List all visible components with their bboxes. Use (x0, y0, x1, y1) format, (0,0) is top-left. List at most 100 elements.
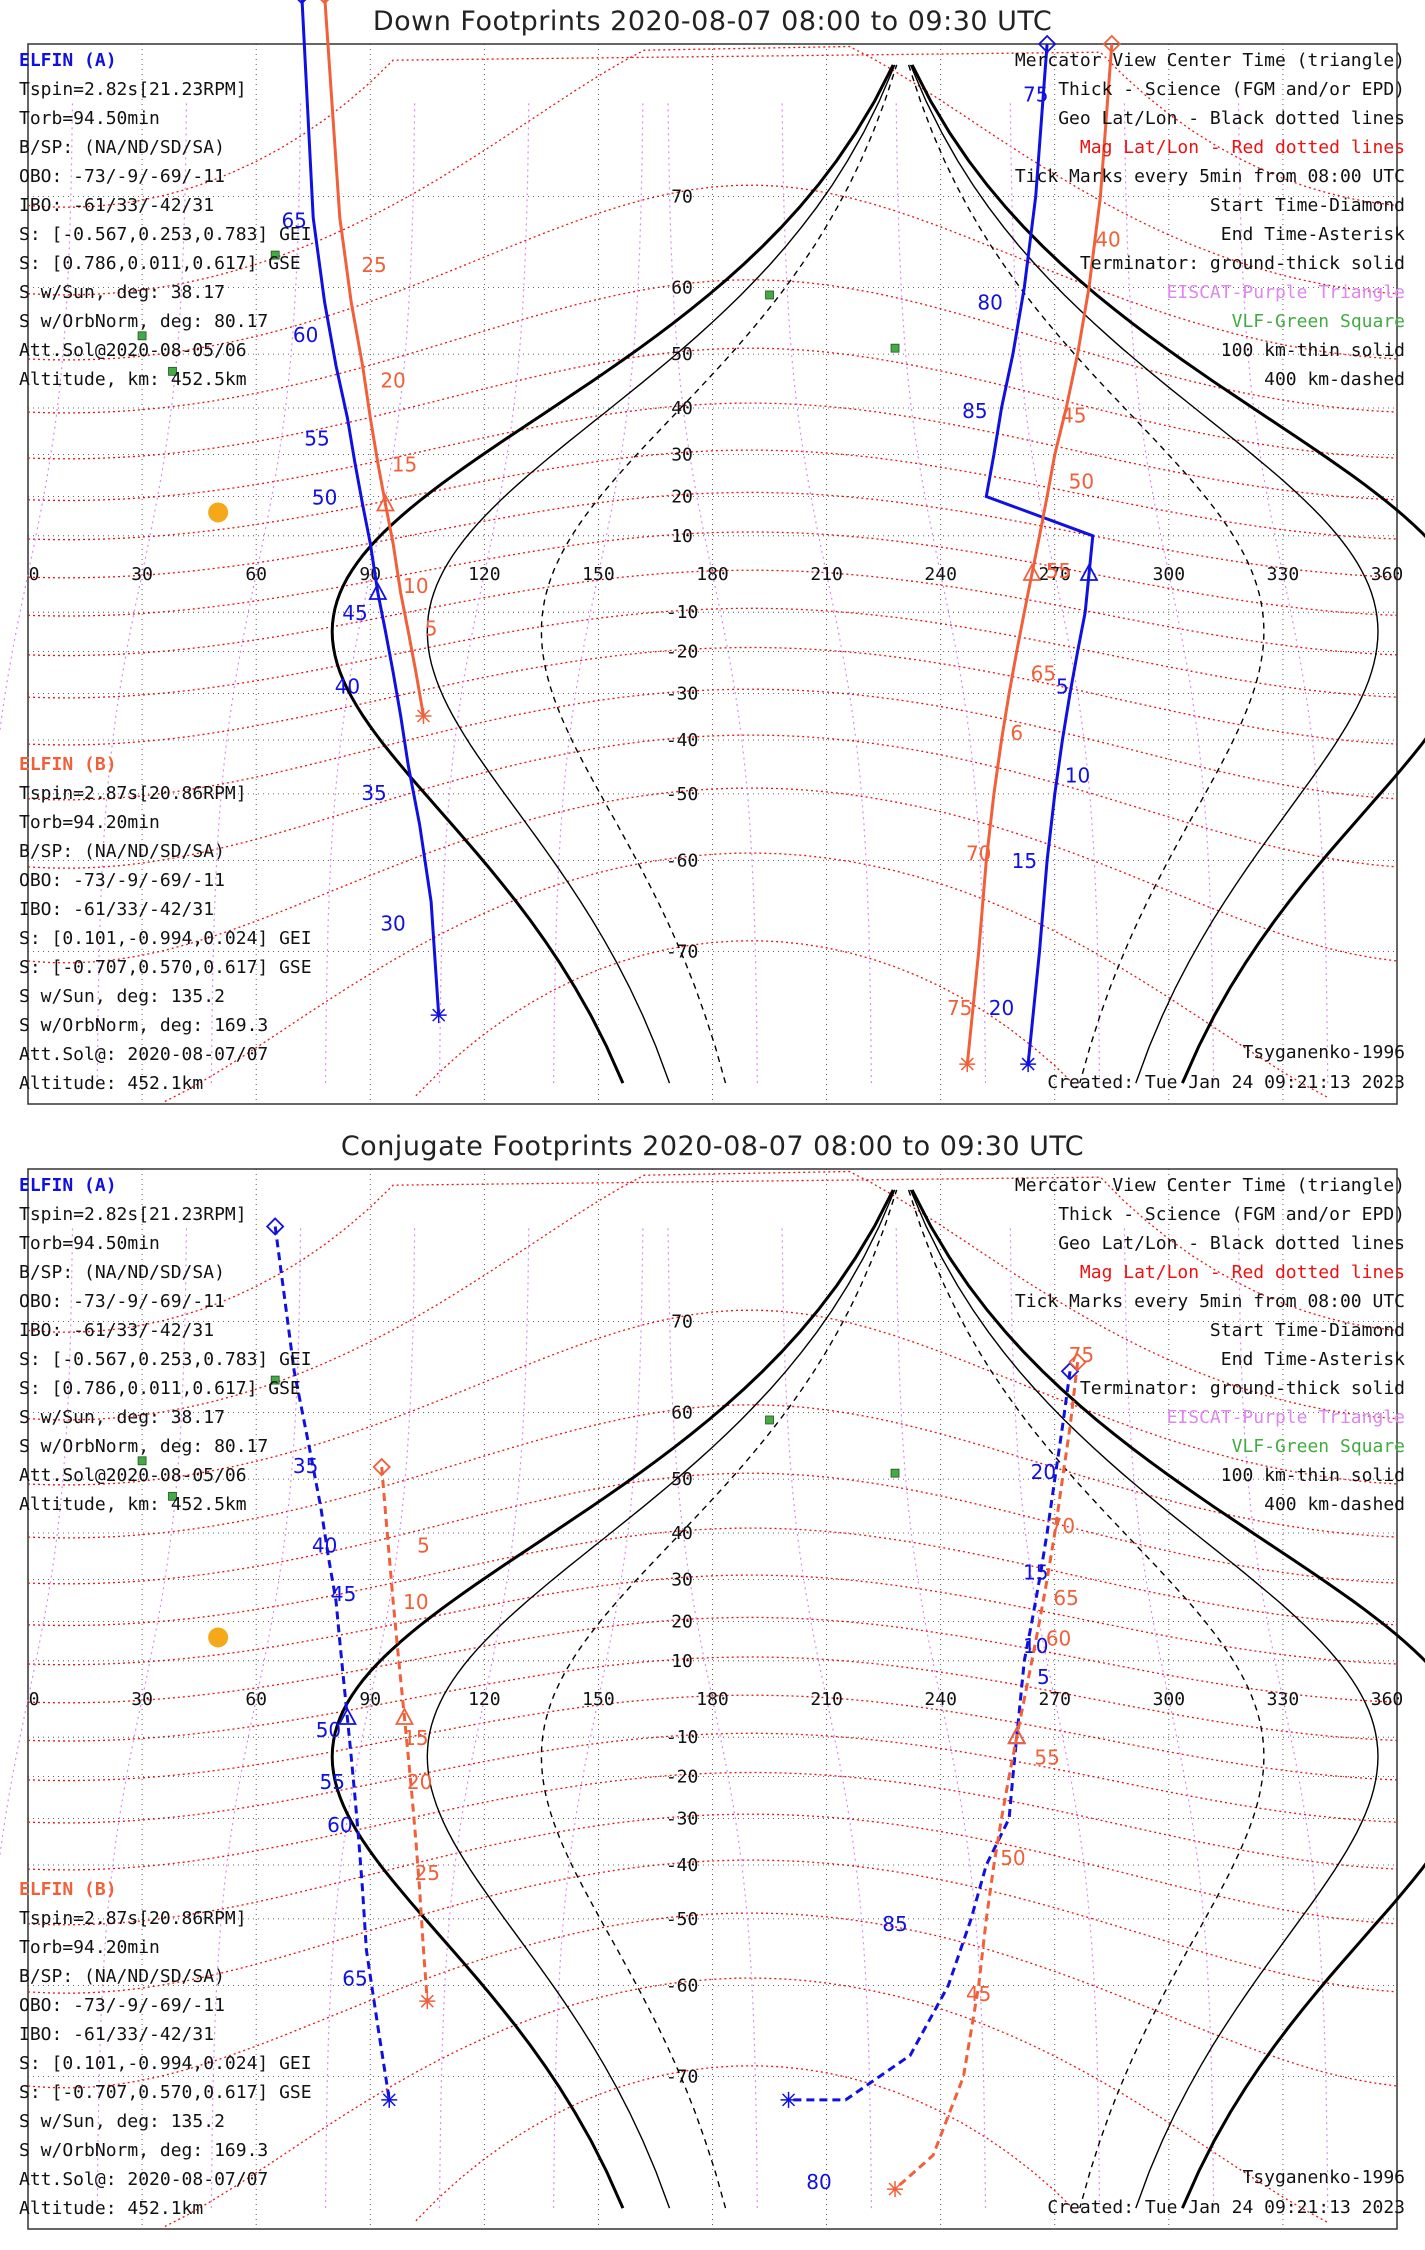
created-timestamp: Created: Tue Jan 24 09:21:13 2023 (1047, 1072, 1405, 1093)
credit: Tsyganenko-1996 (1242, 2167, 1405, 2188)
terminator-400km (540, 64, 898, 1084)
mag-lon-line (667, 101, 758, 1084)
center-triangle (1007, 1726, 1027, 1745)
vlf-square (890, 1468, 900, 1478)
info-line: OBO: -73/-9/-69/-11 (19, 1995, 225, 2016)
terminator-100km (909, 64, 1379, 1084)
info-line: OBO: -73/-9/-69/-11 (19, 1291, 225, 1312)
vlf-square (168, 1491, 177, 1501)
time-tick-label: 10 (1065, 763, 1090, 787)
time-tick-label: 6 (1010, 721, 1023, 745)
info-line: Tspin=2.82s[21.23RPM] (19, 1204, 247, 1225)
legend: Mercator View Center Time (triangle) Thi… (1015, 46, 1405, 394)
x-tick-label: 120 (468, 564, 501, 585)
mag-lat-line (27, 491, 1398, 579)
y-tick-label: -50 (666, 1909, 699, 1930)
time-tick-label: 55 (304, 427, 329, 451)
legend-item: Geo Lat/Lon - Black dotted lines (1058, 108, 1405, 129)
time-tick-label: 10 (403, 1590, 428, 1614)
mag-lon-line (210, 101, 302, 1084)
mag-lat-line (27, 1616, 1398, 1704)
info-line: S w/Sun, deg: 38.17 (19, 282, 225, 303)
info-line: OBO: -73/-9/-69/-11 (19, 870, 225, 891)
y-tick-label: 40 (671, 398, 693, 419)
trajectory-elfin-a (300, 0, 441, 1016)
time-tick-label: 5 (417, 1533, 430, 1557)
center-triangle (375, 493, 395, 512)
info-line: IBO: -61/33/-42/31 (19, 195, 215, 216)
start-diamond (297, 0, 307, 5)
x-tick-label: 360 (1371, 564, 1404, 585)
info-line: B/SP: (NA/ND/SD/SA) (19, 1262, 225, 1283)
mag-lon-line (1009, 1226, 1101, 2209)
down-footprints-chart: 0 30 60 90 120 150 180 210 240 270 300 330 360 70 60 50… (0, 0, 1425, 1105)
legend-item: Thick - Science (FGM and/or EPD) (1058, 79, 1405, 100)
y-tick-label: -60 (666, 851, 699, 872)
time-tick-label: 70 (966, 842, 991, 866)
y-tick-label: -10 (666, 1727, 699, 1748)
info-line: S w/OrbNorm, deg: 169.3 (19, 1015, 269, 1036)
x-tick-label: 210 (810, 564, 843, 585)
conjugate-footprints-panel: 0 30 60 90 120 150 180 210 240 270 300 330 360 70 60 50… (0, 1125, 1425, 2250)
time-tick-label: 50 (316, 1718, 341, 1742)
mag-lon-line (781, 101, 872, 1084)
y-tick-label: -40 (666, 730, 699, 751)
legend-item: Terminator: ground-thick solid (1079, 253, 1405, 274)
y-tick-label: 20 (671, 1611, 693, 1632)
mag-lat-line (27, 1574, 1398, 1666)
elfin-b-header: ELFIN (B) (19, 754, 117, 775)
mag-lon-line (324, 101, 416, 1084)
terminator-ground (910, 1189, 1425, 2209)
vlf-square (765, 290, 774, 300)
credit: Tsyganenko-1996 (1242, 1042, 1405, 1063)
vlf-square (890, 343, 900, 353)
info-line: S: [0.101,-0.994,0.024] GEI (19, 928, 312, 949)
legend-item: 100 km-thin solid (1220, 340, 1405, 361)
x-tick-label: 150 (582, 1689, 615, 1710)
mag-lat-line (27, 45, 1398, 296)
x-tick-label: 90 (359, 564, 381, 585)
time-tick-label: 45 (331, 1582, 356, 1606)
mag-lat-line (27, 1527, 1398, 1627)
time-tick-label: 20 (1031, 1460, 1056, 1484)
time-tick-label: 65 (1031, 662, 1056, 686)
legend-item: Mag Lat/Lon - Red dotted lines (1079, 137, 1405, 158)
mag-lat-line (27, 1170, 1398, 1421)
terminator-400km (907, 1189, 1265, 2209)
y-tick-label: 60 (671, 277, 693, 298)
x-tick-label: 150 (582, 564, 615, 585)
time-tick-label: 50 (1000, 1846, 1025, 1870)
y-tick-label: -70 (666, 942, 699, 963)
x-tick-label: 180 (696, 1689, 729, 1710)
info-line: Torb=94.20min (19, 812, 160, 833)
trajectory-elfin-a (273, 1226, 391, 2101)
mag-lon-line (553, 1226, 644, 2209)
time-tick-label: 75 (1023, 82, 1048, 106)
x-tick-label: 60 (245, 1689, 267, 1710)
start-diamond (1037, 34, 1057, 54)
end-asterisk (1020, 1056, 1037, 1073)
mag-lon-line (1237, 1226, 1329, 2209)
time-tick-label: 65 (281, 209, 306, 233)
info-line: IBO: -61/33/-42/31 (19, 899, 215, 920)
mag-lon-line (96, 101, 188, 1084)
mag-lat-line (27, 402, 1398, 502)
y-tick-label: -10 (666, 602, 699, 623)
time-tick-label: 85 (962, 399, 987, 423)
y-tick-label: 10 (671, 1651, 693, 1672)
time-tick-label: 70 (1050, 1514, 1075, 1538)
time-tick-label: 55 (1046, 559, 1071, 583)
info-line: IBO: -61/33/-42/31 (19, 1320, 215, 1341)
info-line: B/SP: (NA/ND/SD/SA) (19, 841, 225, 862)
sun-icon (208, 502, 229, 523)
x-tick-label: 330 (1267, 1689, 1300, 1710)
legend-item: Tick Marks every 5min from 08:00 UTC (1014, 1291, 1405, 1312)
terminator-100km (909, 1189, 1379, 2209)
mag-lat-line (27, 1656, 1398, 1742)
info-line: Tspin=2.87s[20.86RPM] (19, 783, 247, 804)
end-asterisk (430, 1007, 447, 1024)
time-tick-label: 25 (415, 1861, 440, 1885)
x-tick-label: 300 (1153, 1689, 1186, 1710)
y-tick-label: -30 (666, 684, 699, 705)
info-line: S: [-0.707,0.570,0.617] GSE (19, 2082, 312, 2103)
